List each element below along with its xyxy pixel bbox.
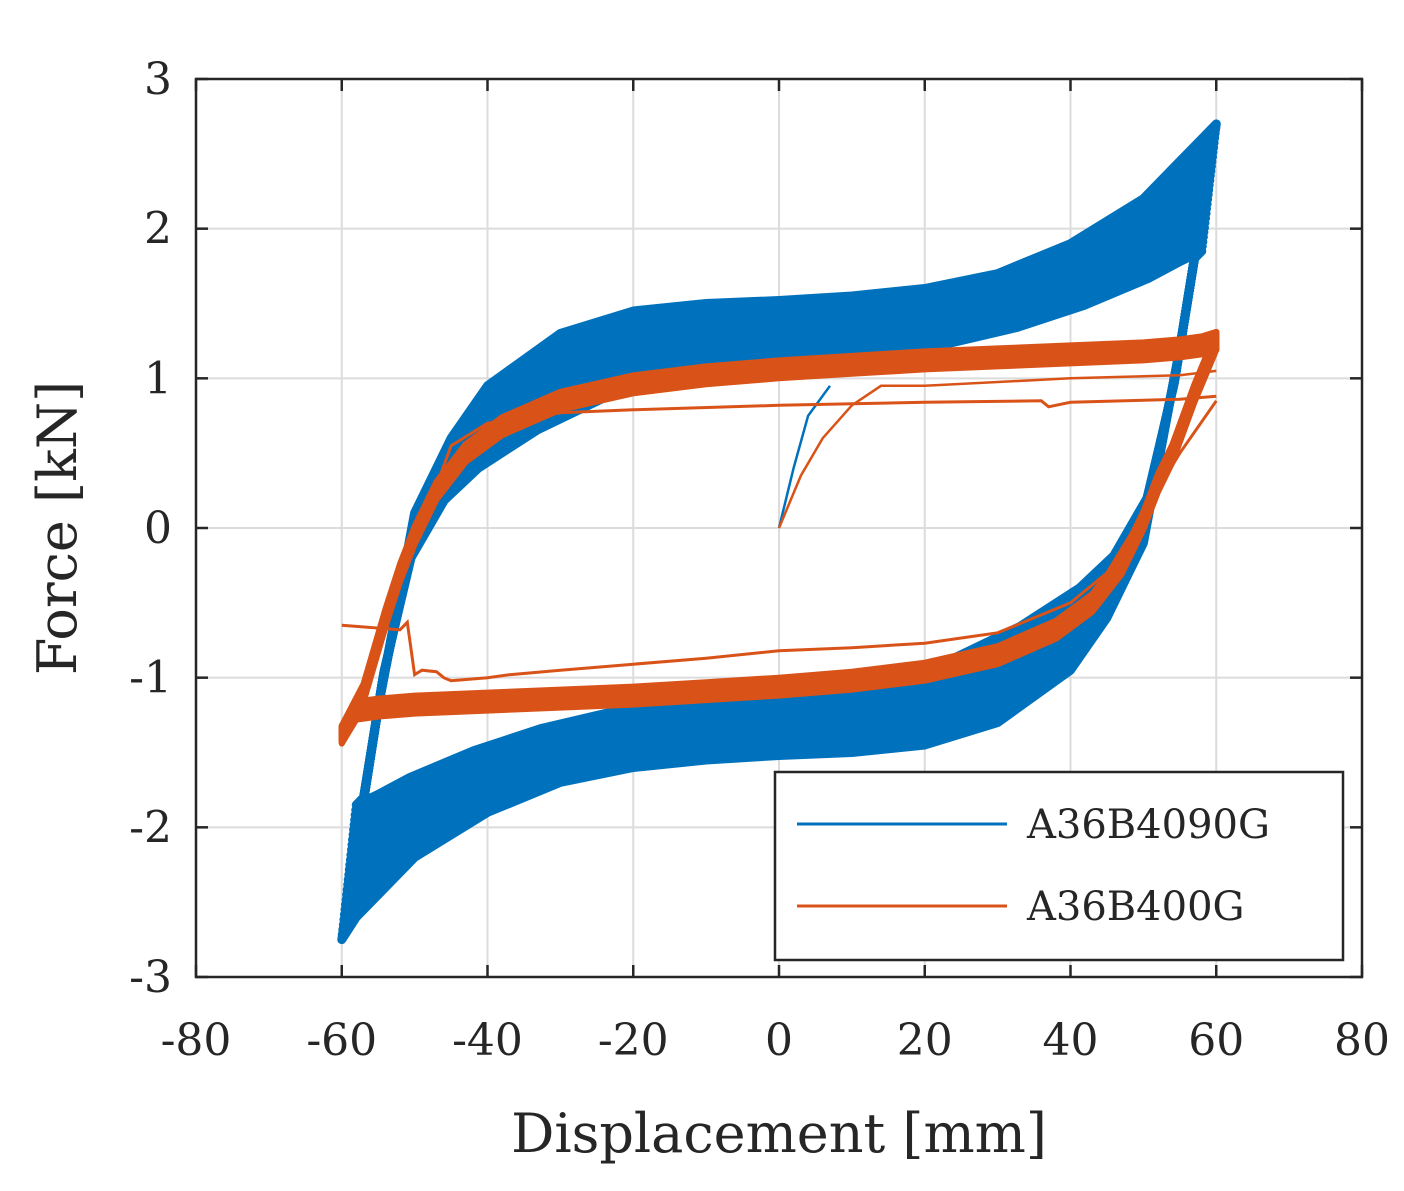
- x-tick-label: 20: [897, 1015, 953, 1066]
- series-a36b400g: [338, 328, 1220, 747]
- series-a36b4090g: [337, 119, 1221, 945]
- series-a36b400g-initial: [777, 369, 1217, 529]
- series-a36b4090g-initial: [777, 385, 832, 529]
- y-tick-labels: -3 -2 -1 0 1 2 3: [129, 54, 172, 1003]
- y-tick-label: -2: [129, 802, 172, 853]
- axis-ticks: [194, 77, 1364, 979]
- x-tick-label: 40: [1043, 1015, 1099, 1066]
- x-axis-label: Displacement [mm]: [511, 1102, 1047, 1165]
- series-a36b4090g-envelope: [340, 122, 1218, 940]
- series-a36b400g-first-lower: [341, 399, 1218, 683]
- y-tick-label: 3: [144, 54, 172, 105]
- y-tick-label: -3: [129, 952, 172, 1003]
- legend-label-a36b400g: A36B400G: [1026, 884, 1244, 930]
- y-tick-label: 0: [144, 503, 172, 554]
- legend-label-a36b4090g: A36B4090G: [1026, 802, 1270, 848]
- plot-area: [337, 119, 1221, 945]
- x-tick-label: 0: [765, 1015, 793, 1066]
- series-a36b400g-cycle: [338, 328, 1220, 747]
- x-tick-label: 60: [1188, 1015, 1244, 1066]
- x-tick-label: -40: [452, 1015, 523, 1066]
- x-tick-labels: -80 -60 -40 -20 0 20 40 60 80: [161, 1015, 1390, 1066]
- y-tick-label: 2: [144, 204, 172, 255]
- x-tick-label: -60: [306, 1015, 377, 1066]
- legend: A36B4090G A36B400G: [773, 770, 1345, 962]
- y-axis-label: Force [kN]: [26, 381, 89, 675]
- series-a36b400g-first-upper: [405, 394, 1217, 566]
- y-tick-label: -1: [129, 653, 172, 704]
- y-tick-label: 1: [144, 353, 172, 404]
- x-tick-label: 80: [1334, 1015, 1390, 1066]
- x-tick-label: -80: [161, 1015, 232, 1066]
- x-tick-label: -20: [598, 1015, 669, 1066]
- series-a36b4090g-envelope: [340, 123, 1218, 941]
- legend-box: [773, 770, 1345, 962]
